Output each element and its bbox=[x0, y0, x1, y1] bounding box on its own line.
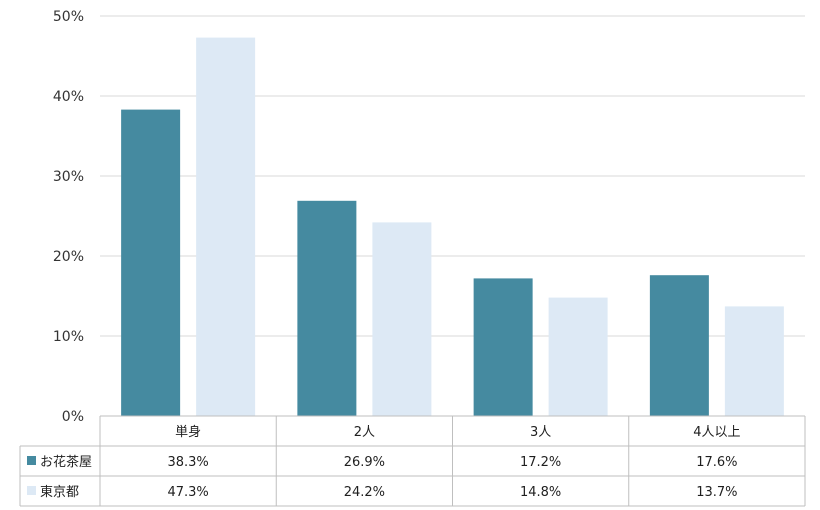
y-axis-ticks: 0% 10% 20% 30% 40% 50% bbox=[53, 9, 84, 425]
data-label: 17.2% bbox=[520, 455, 561, 470]
legend-label: お花茶屋 bbox=[40, 454, 92, 470]
bar-ohanajaya-3 bbox=[473, 278, 533, 416]
bar-ohanajaya-2 bbox=[297, 200, 357, 416]
data-label: 13.7% bbox=[696, 485, 737, 500]
legend-label: 東京都 bbox=[40, 484, 79, 500]
data-label: 14.8% bbox=[520, 485, 561, 500]
data-label: 38.3% bbox=[167, 455, 208, 470]
x-category-label: 4人以上 bbox=[693, 425, 740, 440]
y-tick-label: 30% bbox=[53, 169, 84, 185]
bar-tokyo-4 bbox=[724, 306, 784, 416]
data-label: 24.2% bbox=[344, 485, 385, 500]
data-label: 47.3% bbox=[167, 485, 208, 500]
bar-tokyo-1 bbox=[196, 37, 256, 416]
bar-tokyo-3 bbox=[548, 297, 608, 416]
y-tick-label: 20% bbox=[53, 249, 84, 265]
legend-swatch bbox=[27, 486, 36, 495]
y-tick-label: 0% bbox=[62, 409, 84, 425]
data-label: 17.6% bbox=[696, 455, 737, 470]
bar-ohanajaya-4 bbox=[649, 275, 709, 416]
x-category-label: 単身 bbox=[175, 424, 201, 440]
y-tick-label: 10% bbox=[53, 329, 84, 345]
bar-ohanajaya-1 bbox=[121, 109, 181, 416]
x-category-label: 2人 bbox=[354, 425, 375, 440]
bars bbox=[121, 37, 784, 416]
x-category-label: 3人 bbox=[530, 425, 551, 440]
data-label: 26.9% bbox=[344, 455, 385, 470]
y-tick-label: 40% bbox=[53, 89, 84, 105]
legend-swatch bbox=[27, 456, 36, 465]
y-tick-label: 50% bbox=[53, 9, 84, 25]
bar-tokyo-2 bbox=[372, 222, 432, 416]
